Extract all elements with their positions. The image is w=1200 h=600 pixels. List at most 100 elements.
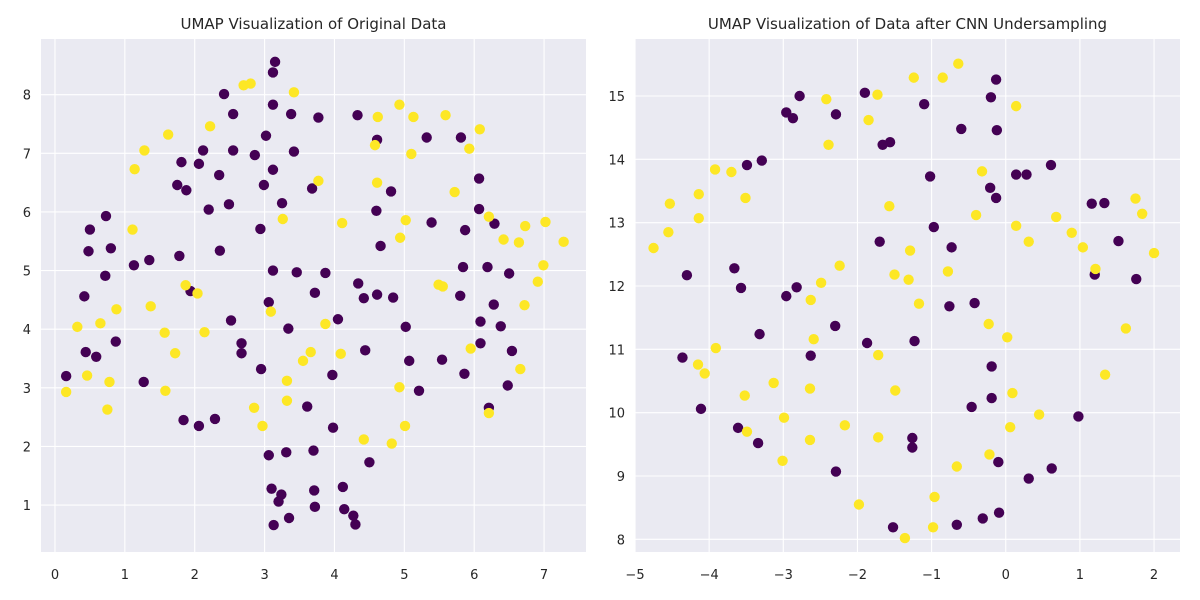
right-scatter-point-class-1 xyxy=(872,89,883,100)
left-scatter-point-class-1 xyxy=(248,402,260,413)
right-scatter-point-class-1 xyxy=(1148,247,1160,259)
right-y-tick-label: 11 xyxy=(608,343,625,358)
left-scatter-point-class-1 xyxy=(129,163,140,175)
left-y-tick-label: 4 xyxy=(23,323,31,338)
left-scatter-point-class-0 xyxy=(473,203,485,215)
right-scatter-point-class-0 xyxy=(732,422,744,434)
right-scatter-point-class-1 xyxy=(984,449,995,460)
right-scatter-point-class-1 xyxy=(953,58,964,69)
left-scatter-point-class-1 xyxy=(281,395,293,406)
left-y-tick-label: 1 xyxy=(23,499,31,514)
left-scatter-point-class-0 xyxy=(178,414,189,426)
left-scatter-point-class-0 xyxy=(255,363,267,375)
left-scatter-point-class-0 xyxy=(413,385,425,396)
left-scatter-point-class-0 xyxy=(144,254,155,266)
left-scatter-point-class-1 xyxy=(245,78,256,89)
right-scatter-point-class-1 xyxy=(693,213,704,224)
right-scatter-point-class-0 xyxy=(990,192,1002,204)
left-scatter-point-class-0 xyxy=(267,265,279,276)
right-scatter-point-class-0 xyxy=(805,350,816,361)
left-scatter-point-class-0 xyxy=(503,268,515,279)
left-scatter-point-class-0 xyxy=(110,336,121,347)
right-scatter-point-class-0 xyxy=(877,139,888,150)
right-scatter-point-class-1 xyxy=(740,192,751,204)
left-y-tick-label: 8 xyxy=(23,89,31,104)
left-scatter-point-class-1 xyxy=(400,214,411,226)
left-scatter-point-class-0 xyxy=(309,485,320,496)
right-x-tick-label: −4 xyxy=(700,568,719,583)
right-scatter-point-class-0 xyxy=(830,466,842,477)
left-scatter-point-class-0 xyxy=(353,278,364,289)
right-scatter-point-class-1 xyxy=(805,294,816,306)
left-scatter-point-class-0 xyxy=(348,510,359,521)
left-scatter-point-class-0 xyxy=(327,369,338,381)
left-scatter-point-class-1 xyxy=(371,177,383,188)
right-scatter-point-class-0 xyxy=(830,109,842,120)
left-scatter-point-class-0 xyxy=(475,316,486,327)
right-scatter-point-class-1 xyxy=(853,499,865,510)
left-x-tick-label: 5 xyxy=(400,568,408,583)
right-scatter-point-class-1 xyxy=(709,164,721,175)
left-scatter-point-class-0 xyxy=(281,447,292,458)
right-scatter-point-class-0 xyxy=(944,301,955,312)
left-scatter-point-class-0 xyxy=(80,346,91,358)
right-scatter-point-class-0 xyxy=(986,361,997,372)
left-scatter-point-class-0 xyxy=(260,130,272,141)
right-scatter-point-class-1 xyxy=(1007,387,1018,399)
left-scatter-point-class-1 xyxy=(265,306,277,317)
left-scatter-point-class-1 xyxy=(204,121,216,132)
left-scatter-point-class-0 xyxy=(213,169,225,181)
left-scatter-point-class-0 xyxy=(375,240,386,252)
left-x-tick-label: 4 xyxy=(330,568,338,583)
left-scatter-point-class-1 xyxy=(277,213,288,225)
right-scatter-point-class-1 xyxy=(815,277,827,289)
right-scatter-point-class-1 xyxy=(839,420,851,431)
right-scatter-point-class-1 xyxy=(899,532,911,544)
right-scatter-point-class-0 xyxy=(695,403,707,415)
left-scatter-point-class-1 xyxy=(520,220,531,232)
right-scatter-point-class-1 xyxy=(913,298,925,309)
right-scatter-point-class-0 xyxy=(830,320,841,332)
left-y-tick-label: 6 xyxy=(23,206,31,221)
right-scatter-point-class-0 xyxy=(729,263,740,274)
right-scatter-point-class-0 xyxy=(928,221,940,233)
left-scatter-point-class-0 xyxy=(489,218,500,229)
left-y-tick-label: 5 xyxy=(23,265,31,280)
left-scatter-point-class-0 xyxy=(214,245,226,256)
left-scatter-point-class-0 xyxy=(283,512,295,524)
left-scatter-point-class-0 xyxy=(227,108,239,120)
right-x-tick-label: 1 xyxy=(1076,568,1084,583)
left-scatter-point-class-1 xyxy=(313,175,324,187)
left-scatter-point-class-1 xyxy=(515,363,526,375)
left-scatter-point-class-1 xyxy=(386,438,397,449)
left-scatter-point-class-1 xyxy=(406,148,417,160)
right-points xyxy=(648,58,1160,544)
right-scatter-point-class-0 xyxy=(681,270,693,281)
left-scatter-point-class-0 xyxy=(506,345,518,357)
right-scatter-point-class-1 xyxy=(929,491,940,503)
left-scatter-point-class-0 xyxy=(267,67,279,78)
right-scatter-point-class-1 xyxy=(1002,332,1013,343)
left-x-tick-label: 3 xyxy=(260,568,268,583)
right-y-tick-label: 12 xyxy=(608,280,625,295)
left-scatter-point-class-0 xyxy=(360,345,371,356)
right-scatter-point-class-1 xyxy=(693,188,704,200)
left-x-tick-label: 6 xyxy=(470,568,478,583)
right-scatter-point-class-1 xyxy=(937,72,948,83)
left-scatter-point-class-0 xyxy=(172,179,183,191)
right-scatter-point-class-0 xyxy=(791,282,802,293)
left-scatter-point-class-1 xyxy=(394,99,405,110)
right-scatter-point-class-1 xyxy=(890,385,901,396)
left-scatter-point-class-1 xyxy=(440,110,451,121)
left-scatter-point-class-1 xyxy=(127,224,138,235)
left-scatter-point-class-1 xyxy=(145,301,156,312)
right-scatter-point-class-0 xyxy=(993,507,1005,518)
right-plot-background xyxy=(635,39,1180,552)
left-scatter-point-class-0 xyxy=(482,261,493,273)
left-scatter-point-class-0 xyxy=(371,289,383,300)
right-scatter-point-class-0 xyxy=(887,522,899,533)
left-scatter-point-class-1 xyxy=(538,260,549,271)
left-scatter-point-class-0 xyxy=(285,108,297,120)
